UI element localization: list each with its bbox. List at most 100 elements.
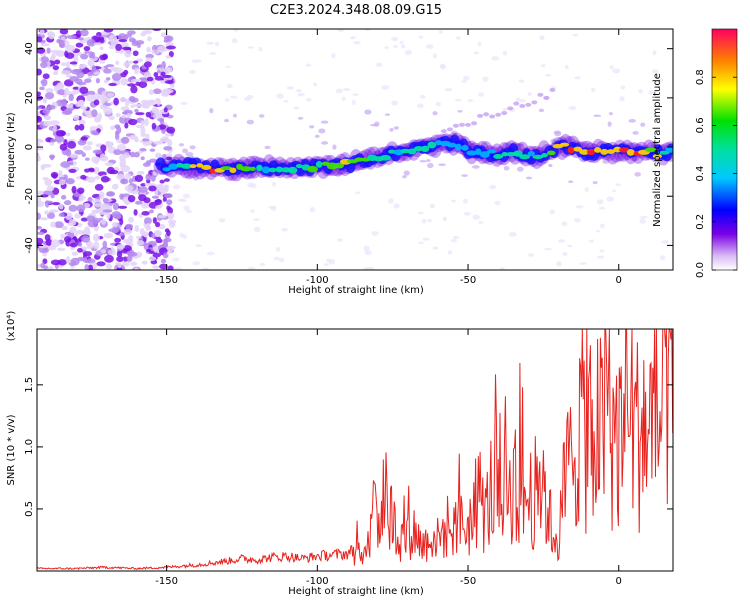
- y-tick-label: 40: [24, 42, 35, 55]
- noise-dot: [152, 88, 162, 95]
- noise-dot: [114, 213, 121, 220]
- noise-dot: [80, 174, 87, 180]
- noise-dot: [47, 266, 54, 270]
- noise-dot: [133, 60, 139, 64]
- noise-dot: [457, 110, 463, 113]
- ridge-blob: [513, 150, 523, 157]
- noise-dot: [50, 221, 56, 228]
- ridge-blob: [652, 153, 662, 159]
- noise-dot: [165, 156, 173, 161]
- noise-dot: [49, 154, 55, 161]
- noise-dot: [163, 88, 174, 94]
- noise-dot: [163, 107, 168, 113]
- noise-dot: [75, 42, 84, 48]
- ridge-blob: [618, 147, 630, 153]
- noise-dot: [102, 209, 113, 213]
- noise-dot: [119, 193, 124, 200]
- harmonic-streak: [549, 88, 556, 93]
- noise-dot: [44, 178, 53, 187]
- noise-dot: [63, 79, 74, 87]
- noise-dot: [249, 183, 257, 189]
- noise-dot: [447, 250, 453, 255]
- noise-dot: [549, 209, 555, 214]
- noise-dot: [224, 118, 230, 123]
- noise-dot: [116, 126, 122, 134]
- noise-dot: [185, 210, 193, 213]
- noise-dot: [106, 211, 111, 219]
- noise-dot: [602, 159, 610, 164]
- noise-dot: [92, 209, 99, 214]
- noise-dot: [122, 261, 130, 267]
- noise-dot: [384, 46, 389, 50]
- noise-dot: [77, 140, 87, 146]
- noise-dot: [107, 249, 116, 256]
- noise-dot: [138, 81, 148, 89]
- noise-dot: [113, 149, 122, 156]
- noise-dot: [539, 35, 545, 41]
- noise-dot: [478, 221, 484, 224]
- noise-dot: [37, 147, 44, 151]
- noise-dot: [166, 250, 172, 256]
- noise-dot: [232, 113, 237, 118]
- noise-dot: [375, 62, 383, 68]
- noise-dot: [573, 218, 581, 223]
- noise-dot: [225, 65, 231, 68]
- noise-dot: [606, 196, 614, 202]
- noise-dot: [46, 47, 51, 54]
- harmonic-streak: [525, 102, 532, 107]
- noise-dot: [119, 218, 124, 225]
- noise-dot: [231, 38, 238, 44]
- noise-dot: [309, 207, 316, 213]
- noise-dot: [51, 202, 61, 206]
- noise-dot: [313, 82, 318, 87]
- noise-dot: [89, 125, 97, 132]
- snr-scale-note: (x10⁴): [6, 311, 17, 342]
- noise-dot: [548, 163, 553, 168]
- noise-dot: [381, 85, 390, 90]
- noise-dot: [399, 40, 404, 44]
- noise-dot: [363, 266, 370, 270]
- noise-dot: [596, 199, 604, 205]
- noise-dot: [219, 159, 225, 164]
- noise-dot: [421, 218, 427, 224]
- noise-dot: [49, 120, 60, 126]
- noise-dot: [155, 238, 163, 244]
- noise-dot: [502, 50, 508, 56]
- noise-dot: [84, 226, 90, 235]
- ridge-blob: [447, 142, 457, 148]
- noise-dot: [422, 237, 430, 241]
- noise-dot: [141, 260, 148, 265]
- noise-dot: [116, 256, 124, 262]
- noise-dot: [159, 118, 165, 125]
- noise-dot: [50, 259, 61, 266]
- noise-dot: [37, 263, 41, 269]
- ridge-blob: [479, 151, 490, 158]
- noise-dot: [65, 132, 71, 137]
- noise-dot: [94, 203, 102, 207]
- noise-dot: [133, 209, 138, 216]
- noise-dot: [58, 179, 66, 186]
- noise-dot: [121, 46, 132, 51]
- noise-dot: [128, 118, 138, 126]
- noise-dot: [145, 160, 152, 165]
- noise-dot: [660, 255, 666, 261]
- noise-dot: [58, 176, 67, 180]
- noise-dot: [146, 248, 152, 253]
- noise-dot: [65, 74, 73, 78]
- noise-dot: [226, 83, 233, 89]
- noise-dot: [124, 122, 129, 129]
- noise-dot: [69, 242, 78, 248]
- noise-dot: [593, 114, 602, 118]
- noise-dot: [68, 154, 79, 158]
- noise-dot: [234, 29, 239, 32]
- noise-dot: [634, 172, 641, 177]
- noise-dot: [595, 230, 600, 233]
- noise-dot: [58, 170, 63, 176]
- noise-dot: [91, 65, 97, 73]
- noise-dot: [40, 262, 46, 269]
- noise-dot: [111, 222, 119, 228]
- noise-dot: [135, 235, 142, 240]
- noise-dot: [163, 193, 173, 199]
- noise-dot: [402, 175, 407, 179]
- noise-dot: [133, 151, 140, 158]
